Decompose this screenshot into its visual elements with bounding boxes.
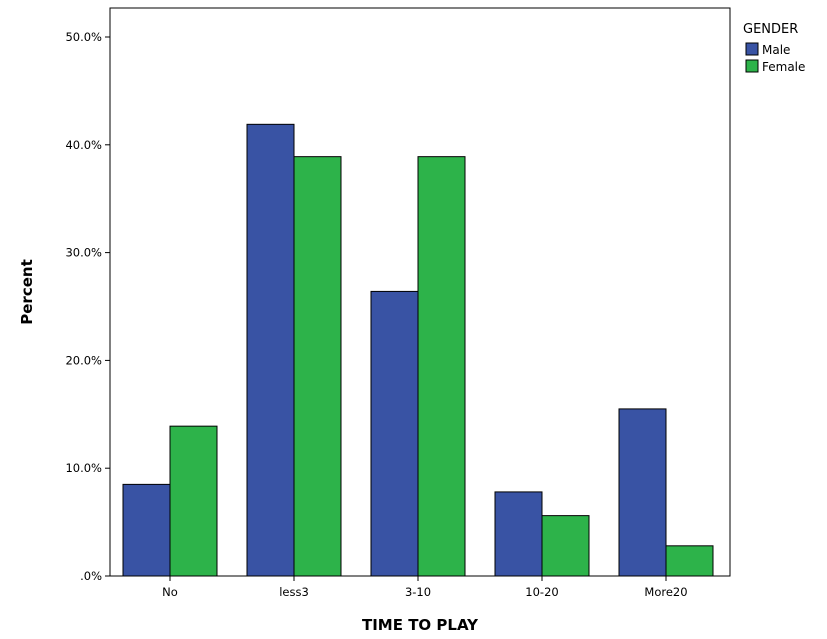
bar-female-less3 xyxy=(293,156,342,577)
y-tick-label: 20.0% xyxy=(65,353,102,367)
bar-female-more20 xyxy=(665,545,714,577)
y-tick-label: 10.0% xyxy=(65,461,102,475)
bar-male-less3 xyxy=(246,123,295,577)
legend: GENDER Male Female xyxy=(743,22,805,74)
y-tick-label: .0% xyxy=(80,569,102,583)
y-axis: .0% 10.0% 20.0% 30.0% 40.0% 50.0% xyxy=(65,30,110,583)
y-tick-label: 30.0% xyxy=(65,246,102,260)
x-tick-label: No xyxy=(162,585,178,599)
legend-label-female: Female xyxy=(762,60,805,74)
bar-female-3-10 xyxy=(417,156,466,577)
legend-swatch-female xyxy=(745,59,759,73)
x-tick-label: less3 xyxy=(279,585,309,599)
x-axis: No less3 3-10 10-20 More20 xyxy=(162,576,688,599)
bar-female-10-20 xyxy=(541,515,590,577)
x-tick-label: 10-20 xyxy=(525,585,558,599)
y-tick-label: 40.0% xyxy=(65,138,102,152)
y-axis-title: Percent xyxy=(18,259,36,324)
legend-title: GENDER xyxy=(743,22,798,37)
bars xyxy=(122,123,714,577)
bar-male-10-20 xyxy=(494,491,543,577)
bar-female-no xyxy=(169,425,218,577)
bar-male-no xyxy=(122,483,171,577)
bar-male-3-10 xyxy=(370,290,419,577)
legend-swatch-male xyxy=(745,42,759,56)
bar-male-more20 xyxy=(618,408,667,577)
y-tick-label: 50.0% xyxy=(65,30,102,44)
legend-label-male: Male xyxy=(762,43,790,57)
x-tick-label: More20 xyxy=(644,585,687,599)
x-tick-label: 3-10 xyxy=(405,585,431,599)
x-axis-title: TIME TO PLAY xyxy=(362,616,479,634)
